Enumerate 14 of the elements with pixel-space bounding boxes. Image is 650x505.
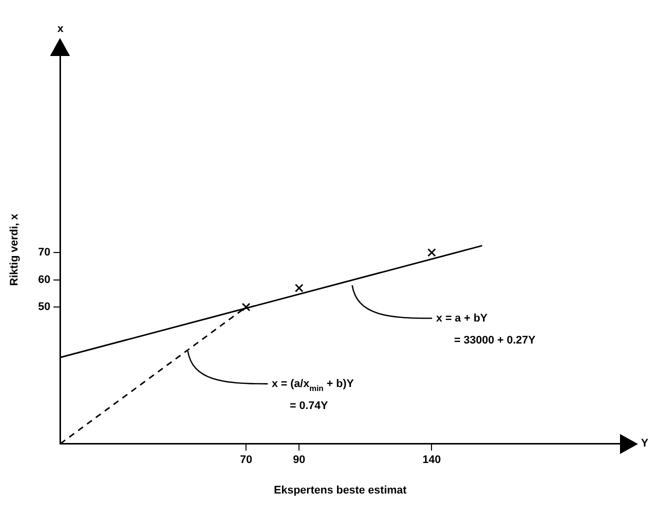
point xyxy=(294,284,304,292)
annotation: x = a + bY = 33000 + 0.27Y xyxy=(436,312,536,346)
y-tick-label: 50 xyxy=(38,301,50,314)
y-tick-label: 60 xyxy=(38,274,50,286)
x-tick-label: 70 xyxy=(240,454,252,466)
x-tick-label: 90 xyxy=(292,454,306,466)
y-axis-title: Riktig verdi, x xyxy=(8,212,21,286)
point xyxy=(242,302,250,312)
y-tick-label: 70 xyxy=(38,246,50,259)
text: x xyxy=(57,23,64,36)
text: Y xyxy=(641,438,649,450)
point xyxy=(427,248,436,257)
x-tick-label: 140 xyxy=(422,454,441,466)
x-axis-title: Ekspertens beste estimat xyxy=(274,484,407,496)
